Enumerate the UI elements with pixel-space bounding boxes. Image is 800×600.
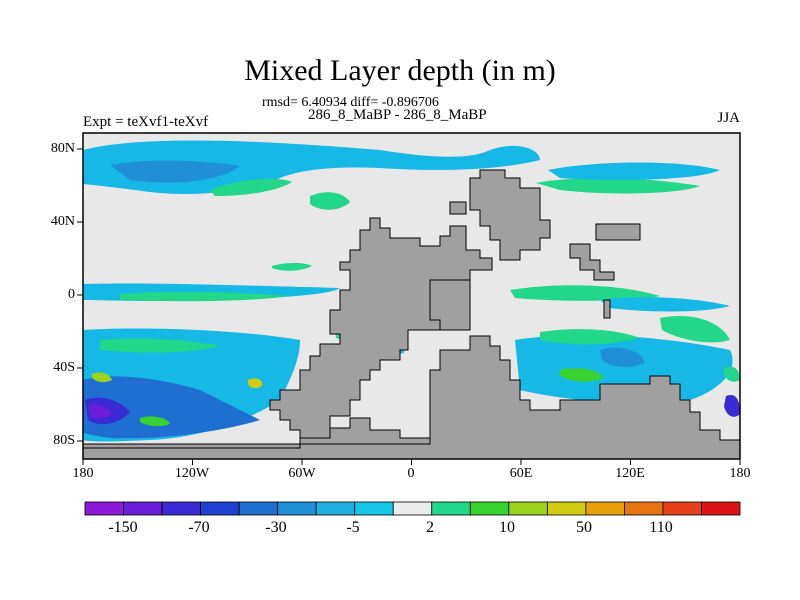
colorbar-swatch [546, 501, 587, 516]
arctic-deep-negative [110, 160, 240, 183]
land-americas [269, 217, 493, 441]
colorbar-label: 2 [426, 519, 434, 536]
stats-line: rmsd= 6.40934 diff= -0.896706 [262, 95, 439, 110]
colorbar-swatch [624, 501, 664, 516]
colorbar [84, 501, 741, 516]
equatorial-positive-band [120, 291, 290, 302]
map-title: Mixed Layer depth (in m) [244, 54, 556, 87]
case-line: 286_8_MaBP - 286_8_MaBP [308, 107, 487, 123]
south-indian-green [560, 368, 604, 382]
south-indian-positive2 [660, 316, 730, 343]
south-pacific-yellow [92, 372, 112, 383]
south-pacific-deep [83, 376, 260, 439]
east-edge-positive [724, 366, 740, 382]
indian-ocean-positive [510, 285, 660, 301]
season-label: JJA [717, 110, 740, 126]
x-tick-60w: 60W [288, 466, 316, 481]
colorbar-swatch [123, 501, 163, 516]
y-tick-40s: 40S [53, 360, 75, 375]
land-africa-lower [429, 279, 471, 331]
land-antarctica [83, 335, 740, 459]
colorbar-label: -70 [188, 519, 210, 536]
south-pacific-yellow2 [248, 378, 263, 389]
x-tick-0: 0 [407, 466, 415, 481]
land-africa-eurasia [469, 169, 551, 261]
land-siberia [595, 223, 641, 241]
north-europe-positive [536, 178, 700, 194]
south-pacific-violet [88, 404, 112, 419]
colorbar-label: 110 [649, 519, 673, 536]
south-pacific-green [140, 416, 170, 427]
x-tick-60e: 60E [509, 466, 533, 481]
east-edge-deep [724, 394, 740, 417]
north-pacific-positive [210, 178, 292, 196]
colorbar-swatch [701, 501, 741, 516]
colorbar-swatch [431, 501, 471, 516]
x-tick-120e: 120E [615, 466, 645, 481]
pacific-blob-positive [272, 263, 312, 271]
map-plot-area [83, 133, 740, 459]
colorbar-swatch [200, 501, 240, 516]
colorbar-swatch [315, 501, 356, 516]
colorbar-label: -5 [346, 519, 360, 536]
colorbar-swatch [161, 501, 201, 516]
south-pacific-positive [100, 338, 220, 353]
colorbar-swatch [662, 501, 702, 516]
y-tick-0: 0 [68, 287, 75, 302]
north-europe-negative [548, 162, 720, 180]
colorbar-swatch [469, 501, 510, 516]
south-indian-positive [540, 329, 640, 345]
colorbar-swatch [585, 501, 625, 516]
colorbar-swatch [354, 501, 394, 516]
land-small-islands [449, 201, 615, 319]
colorbar-label: 50 [576, 519, 592, 536]
north-atlantic-positive [310, 192, 350, 210]
y-tick-80n: 80N [50, 141, 75, 156]
west-pacific-negative [600, 297, 730, 312]
experiment-label: Expt = teXvf1-teXvf [83, 114, 209, 130]
colorbar-swatch [238, 501, 279, 516]
y-tick-40n: 40N [50, 214, 75, 229]
x-tick-180w: 180 [72, 466, 94, 481]
y-tick-80s: 80S [53, 433, 75, 448]
colorbar-swatch [508, 501, 548, 516]
colorbar-swatch [277, 501, 317, 516]
colorbar-label: -30 [265, 519, 287, 536]
x-tick-180e: 180 [729, 466, 751, 481]
colorbar-swatch [84, 501, 124, 516]
tick-marks [77, 148, 741, 465]
colorbar-swatch [392, 501, 433, 516]
x-tick-120w: 120W [174, 466, 210, 481]
south-indian-deep [600, 347, 645, 368]
colorbar-label: -150 [108, 519, 138, 536]
colorbar-label: 10 [499, 519, 515, 536]
arctic-negative-anomaly [83, 140, 540, 195]
